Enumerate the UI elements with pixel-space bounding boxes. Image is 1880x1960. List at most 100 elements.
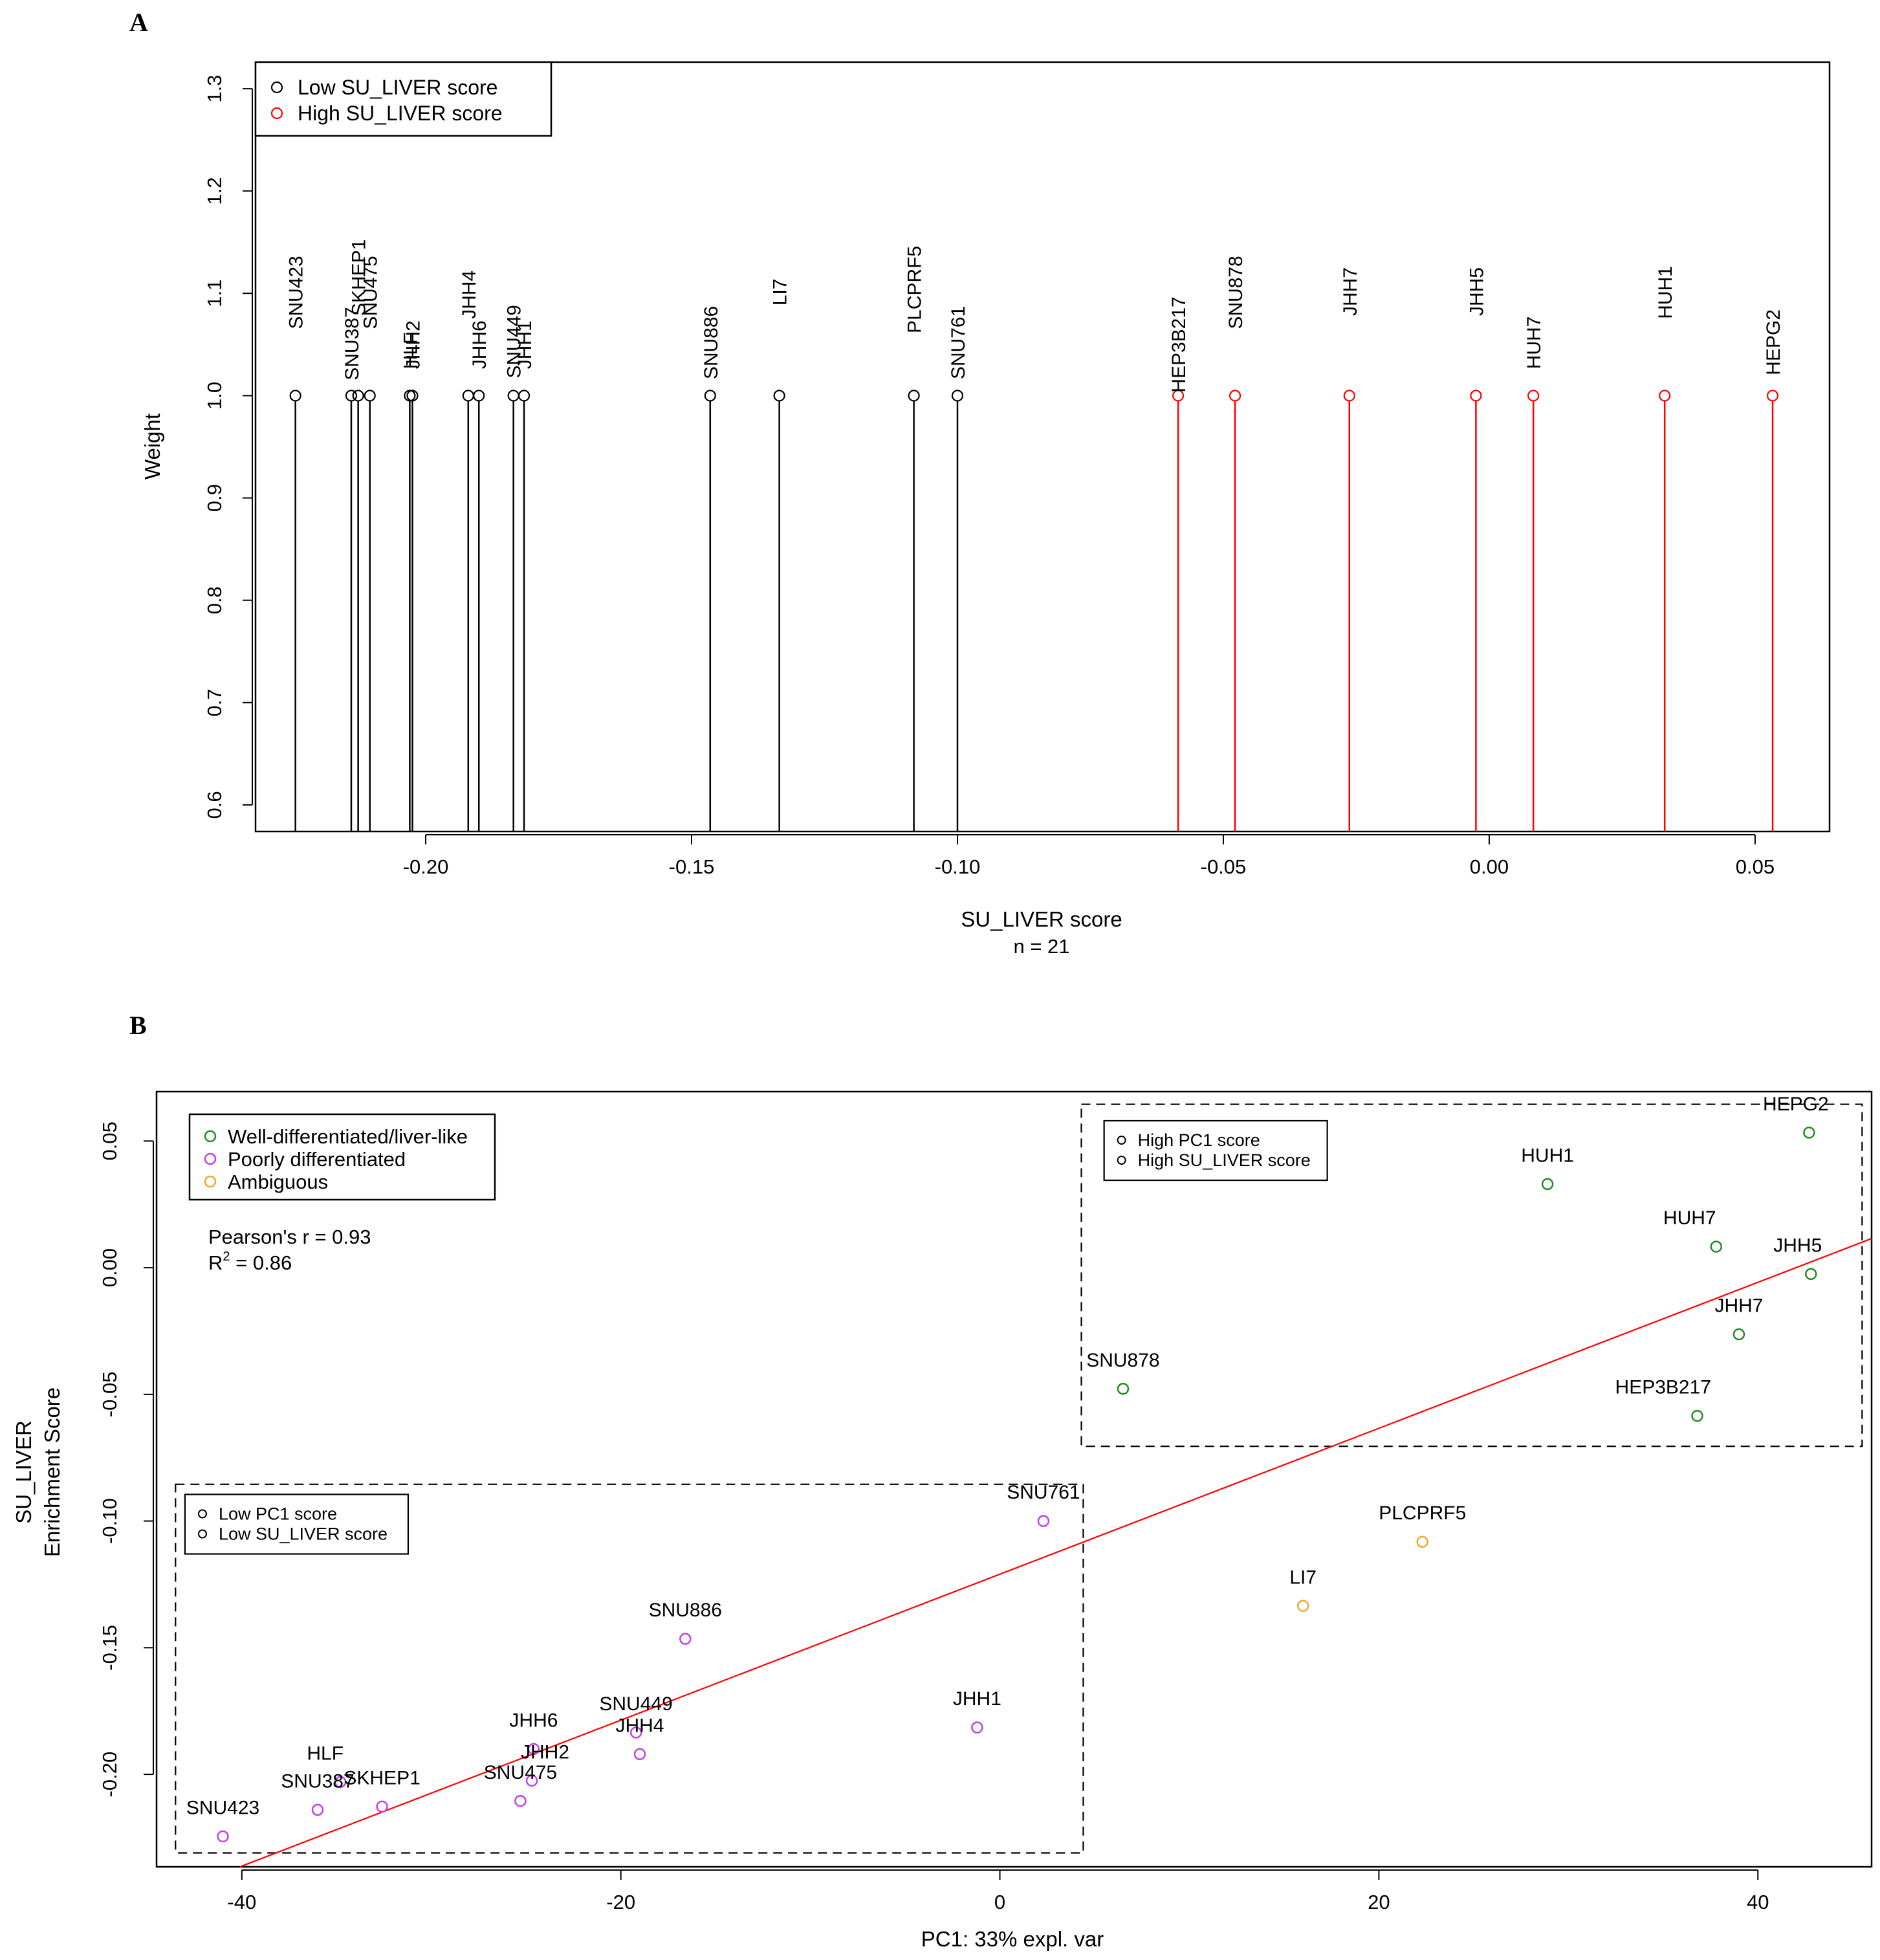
- point-JHH1: [971, 1721, 983, 1734]
- y-tick-label: 0.05: [98, 1121, 121, 1160]
- x-tick-label: 40: [1747, 1891, 1769, 1913]
- x-axis-title: PC1: 33% expl. var: [921, 1927, 1104, 1951]
- label-HUH1: HUH1: [1655, 266, 1676, 319]
- point-SNU886: [704, 390, 716, 402]
- point-SKHEP1: [352, 390, 364, 402]
- panel-label: B: [129, 1011, 147, 1040]
- region-legend-marker: [197, 1529, 207, 1539]
- point-SNU423: [217, 1830, 229, 1843]
- label-JHH6: JHH6: [509, 1710, 558, 1731]
- plot-frame: [254, 61, 1831, 833]
- plot-frame: [155, 1090, 1873, 1868]
- point-JHH2: [406, 390, 419, 402]
- label-JHH5: JHH5: [1466, 267, 1487, 316]
- legend-marker: [204, 1175, 217, 1188]
- label-JHH4: JHH4: [459, 270, 480, 319]
- legend-label: Ambiguous: [228, 1171, 328, 1193]
- point-LI7: [1296, 1600, 1309, 1613]
- label-JHH4: JHH4: [615, 1715, 664, 1736]
- region-legend-label: High PC1 score: [1138, 1130, 1260, 1150]
- label-SNU761: SNU761: [948, 306, 969, 379]
- y-tick-label: 1.3: [203, 75, 226, 103]
- y-tick-label: -0.10: [98, 1498, 121, 1544]
- point-JHH7: [1732, 1328, 1745, 1341]
- label-SKHEP1: SKHEP1: [349, 239, 370, 316]
- label-JHH6: JHH6: [469, 320, 490, 369]
- point-SNU878: [1117, 1382, 1130, 1395]
- point-JHH2: [525, 1774, 538, 1787]
- region-legend-marker: [1117, 1156, 1126, 1165]
- pearson-text: Pearson's r = 0.93: [208, 1226, 371, 1248]
- region-legend-label: High SU_LIVER score: [1138, 1151, 1311, 1170]
- x-tick-label: 0: [994, 1891, 1005, 1913]
- legend-label: Low SU_LIVER score: [298, 76, 497, 99]
- legend-marker: [204, 1152, 217, 1165]
- point-JHH6: [527, 1743, 540, 1756]
- point-SNU387: [311, 1803, 324, 1816]
- point-HEPG2: [1803, 1127, 1815, 1139]
- point-LI7: [773, 390, 785, 402]
- label-SNU423: SNU423: [186, 1798, 259, 1819]
- legend-box: [188, 1113, 496, 1201]
- panel-label: A: [129, 8, 148, 37]
- region-legend-box: [184, 1493, 410, 1555]
- point-JHH5: [1805, 1268, 1817, 1281]
- point-JHH4: [633, 1748, 646, 1761]
- legend-marker: [270, 81, 283, 94]
- region-legend-box: [1103, 1119, 1328, 1182]
- y-tick-label: 0.6: [203, 791, 226, 819]
- legend-box: [254, 61, 552, 137]
- label-JHH5: JHH5: [1773, 1235, 1822, 1256]
- label-PLCPRF5: PLCPRF5: [1379, 1503, 1466, 1524]
- point-SNU449: [507, 390, 519, 402]
- panel-a: A -0.20 -0.15 -0.10 -0.05 0.00 0.05 0.6 0.7 0.8 0.…: [129, 8, 1831, 958]
- point-SNU878: [1229, 390, 1241, 402]
- dashed-region: [175, 1483, 1084, 1854]
- legend-label: High SU_LIVER score: [298, 102, 503, 125]
- x-axis-subtitle: n = 21: [1013, 935, 1069, 958]
- label-HEP3B217: HEP3B217: [1168, 296, 1190, 392]
- point-SNU475: [364, 390, 376, 402]
- x-tick-label: -40: [227, 1891, 256, 1913]
- y-tick-label: 0.00: [98, 1248, 121, 1287]
- point-SNU475: [514, 1794, 527, 1807]
- region-legend-marker: [1117, 1136, 1126, 1145]
- point-SNU761: [951, 390, 964, 402]
- label-LI7: LI7: [770, 279, 791, 306]
- label-SNU423: SNU423: [286, 256, 307, 329]
- x-tick-label: -0.10: [935, 855, 981, 878]
- label-PLCPRF5: PLCPRF5: [904, 246, 926, 333]
- point-SNU886: [679, 1633, 692, 1645]
- label-SNU878: SNU878: [1086, 1350, 1159, 1371]
- point-PLCPRF5: [1416, 1536, 1429, 1548]
- label-HLF: HLF: [400, 333, 421, 369]
- point-HLF: [334, 1776, 347, 1789]
- label-SNU475: SNU475: [484, 1762, 557, 1783]
- region-legend-label: Low SU_LIVER score: [219, 1524, 388, 1543]
- label-JHH2: JHH2: [402, 320, 424, 369]
- y-tick-label: 1.0: [203, 382, 226, 410]
- point-SNU387: [345, 390, 358, 402]
- label-HUH7: HUH7: [1663, 1207, 1716, 1229]
- x-tick-label: -0.05: [1201, 855, 1247, 878]
- x-tick-label: -0.15: [669, 855, 715, 878]
- label-HLF: HLF: [307, 1743, 344, 1764]
- point-HEP3B217: [1691, 1409, 1703, 1422]
- label-HEP3B217: HEP3B217: [1615, 1377, 1711, 1398]
- y-tick-label: -0.15: [98, 1625, 121, 1671]
- y-axis-title-line2: Enrichment Score: [40, 1387, 64, 1557]
- point-HUH1: [1659, 390, 1671, 402]
- x-tick-label: -20: [606, 1891, 635, 1913]
- point-JHH6: [473, 390, 485, 402]
- y-tick-label: 0.9: [203, 484, 226, 512]
- label-HUH7: HUH7: [1524, 316, 1545, 369]
- point-HEPG2: [1766, 390, 1779, 402]
- label-HEPG2: HEPG2: [1763, 1094, 1829, 1115]
- point-SNU423: [289, 390, 301, 402]
- point-PLCPRF5: [908, 390, 920, 402]
- point-JHH4: [462, 390, 474, 402]
- y-tick-label: 1.2: [203, 177, 226, 205]
